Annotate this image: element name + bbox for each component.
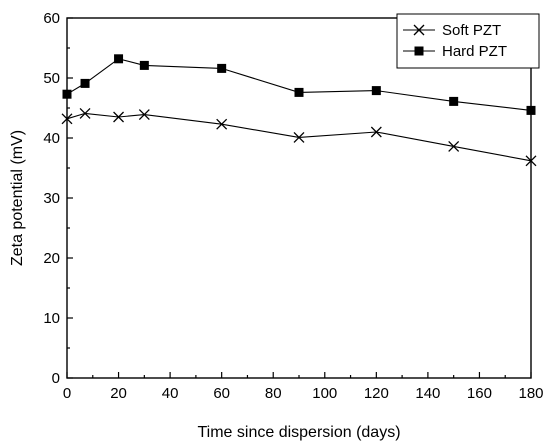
data-point-soft-pzt (113, 111, 125, 123)
y-tick-label: 30 (43, 190, 60, 207)
x-tick-label: 100 (312, 385, 337, 402)
plot-frame (66, 17, 532, 379)
data-point-soft-pzt (293, 131, 305, 143)
data-point-soft-pzt (61, 113, 73, 125)
legend-box (396, 13, 540, 69)
y-tick-label: 0 (52, 370, 60, 387)
legend-marker (414, 46, 424, 56)
data-point-hard-pzt (526, 105, 536, 115)
data-point-hard-pzt (139, 60, 149, 70)
x-tick-label: 160 (467, 385, 492, 402)
legend-label: Soft PZT (442, 22, 501, 39)
legend-label: Hard PZT (442, 43, 507, 60)
x-tick-label: 120 (364, 385, 389, 402)
x-tick-label: 0 (63, 385, 71, 402)
data-point-hard-pzt (114, 54, 124, 64)
legend: Soft PZT Hard PZT (396, 13, 540, 69)
series-soft-pzt (61, 107, 537, 167)
data-point-soft-pzt (370, 126, 382, 138)
x-axis-label: Time since dispersion (days) (197, 424, 400, 441)
data-point-hard-pzt (62, 89, 72, 99)
data-point-hard-pzt (294, 87, 304, 97)
series-hard-pzt (62, 54, 536, 115)
legend-item-hard-pzt: Hard PZT (403, 43, 507, 60)
y-tick-label: 60 (43, 10, 60, 27)
data-point-soft-pzt (448, 140, 460, 152)
series-layer (61, 54, 537, 167)
x-tick-label: 20 (110, 385, 127, 402)
y-axis-ticks: 0 10 20 30 40 50 60 (43, 10, 73, 387)
x-axis-ticks: 0 20 40 60 80 100 120 140 160 180 (63, 372, 544, 402)
x-tick-label: 180 (518, 385, 543, 402)
data-point-soft-pzt (525, 155, 537, 167)
x-tick-label: 40 (162, 385, 179, 402)
data-point-hard-pzt (371, 86, 381, 96)
y-tick-label: 10 (43, 310, 60, 327)
data-point-soft-pzt (216, 118, 228, 130)
y-tick-label: 20 (43, 250, 60, 267)
x-tick-label: 60 (213, 385, 230, 402)
data-point-soft-pzt (79, 107, 91, 119)
plot-area (66, 17, 532, 379)
data-point-hard-pzt (80, 78, 90, 88)
data-point-hard-pzt (449, 96, 459, 106)
x-tick-label: 80 (265, 385, 282, 402)
y-tick-label: 50 (43, 70, 60, 87)
legend-marker (413, 24, 425, 36)
y-axis-label: Zeta potential (mV) (9, 130, 26, 266)
y-tick-label: 40 (43, 130, 60, 147)
data-point-soft-pzt (138, 109, 150, 121)
data-point-hard-pzt (217, 63, 227, 73)
legend-item-soft-pzt: Soft PZT (403, 22, 501, 39)
x-tick-label: 140 (415, 385, 440, 402)
